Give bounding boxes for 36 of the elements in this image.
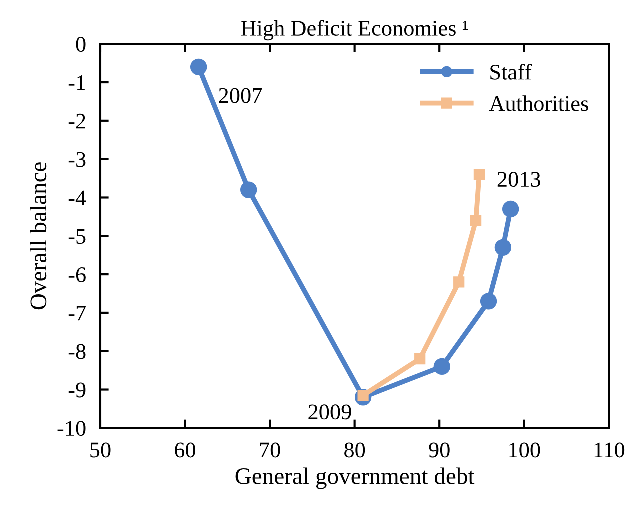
x-tick-label: 60 [175, 442, 196, 458]
x-tick-label: 100 [510, 442, 540, 458]
chart-title: High Deficit Economies ¹ [241, 20, 468, 41]
y-tick-label: -6 [68, 268, 86, 282]
point [494, 239, 512, 256]
point [454, 276, 465, 288]
legend-label: Authorities [489, 96, 588, 112]
point [434, 358, 450, 376]
y-tick-label: -5 [68, 229, 86, 244]
y-tick-label: 0 [76, 37, 86, 52]
y-tick-label: -7 [68, 306, 86, 321]
y-tick-label: -2 [68, 114, 86, 129]
x-tick-label: 80 [344, 442, 366, 458]
x-tick-label: 50 [90, 442, 111, 458]
y-tick-label: -10 [58, 421, 86, 436]
y-tick-label: -1 [68, 76, 86, 90]
x-axis-title: General government debt [236, 468, 475, 490]
y-tick-label: -3 [68, 152, 86, 168]
y-tick-label: -4 [68, 190, 86, 206]
y-tick-label: -8 [68, 344, 86, 360]
x-tick-label: 110 [594, 442, 625, 458]
annotation: 2013 [498, 172, 541, 188]
point [190, 58, 208, 76]
point [470, 215, 482, 226]
x-tick-label: 90 [429, 442, 450, 458]
point [502, 200, 520, 218]
point [480, 293, 498, 310]
point [414, 353, 426, 365]
x-tick-label: 70 [260, 442, 280, 458]
point [474, 169, 486, 180]
legend-label: Staff [490, 64, 532, 80]
annotation: 2009 [308, 404, 352, 420]
annotation: 2007 [219, 88, 262, 104]
y-axis-title: Overall balance [30, 162, 47, 310]
y-tick-label: -9 [68, 382, 86, 398]
point [240, 182, 258, 198]
